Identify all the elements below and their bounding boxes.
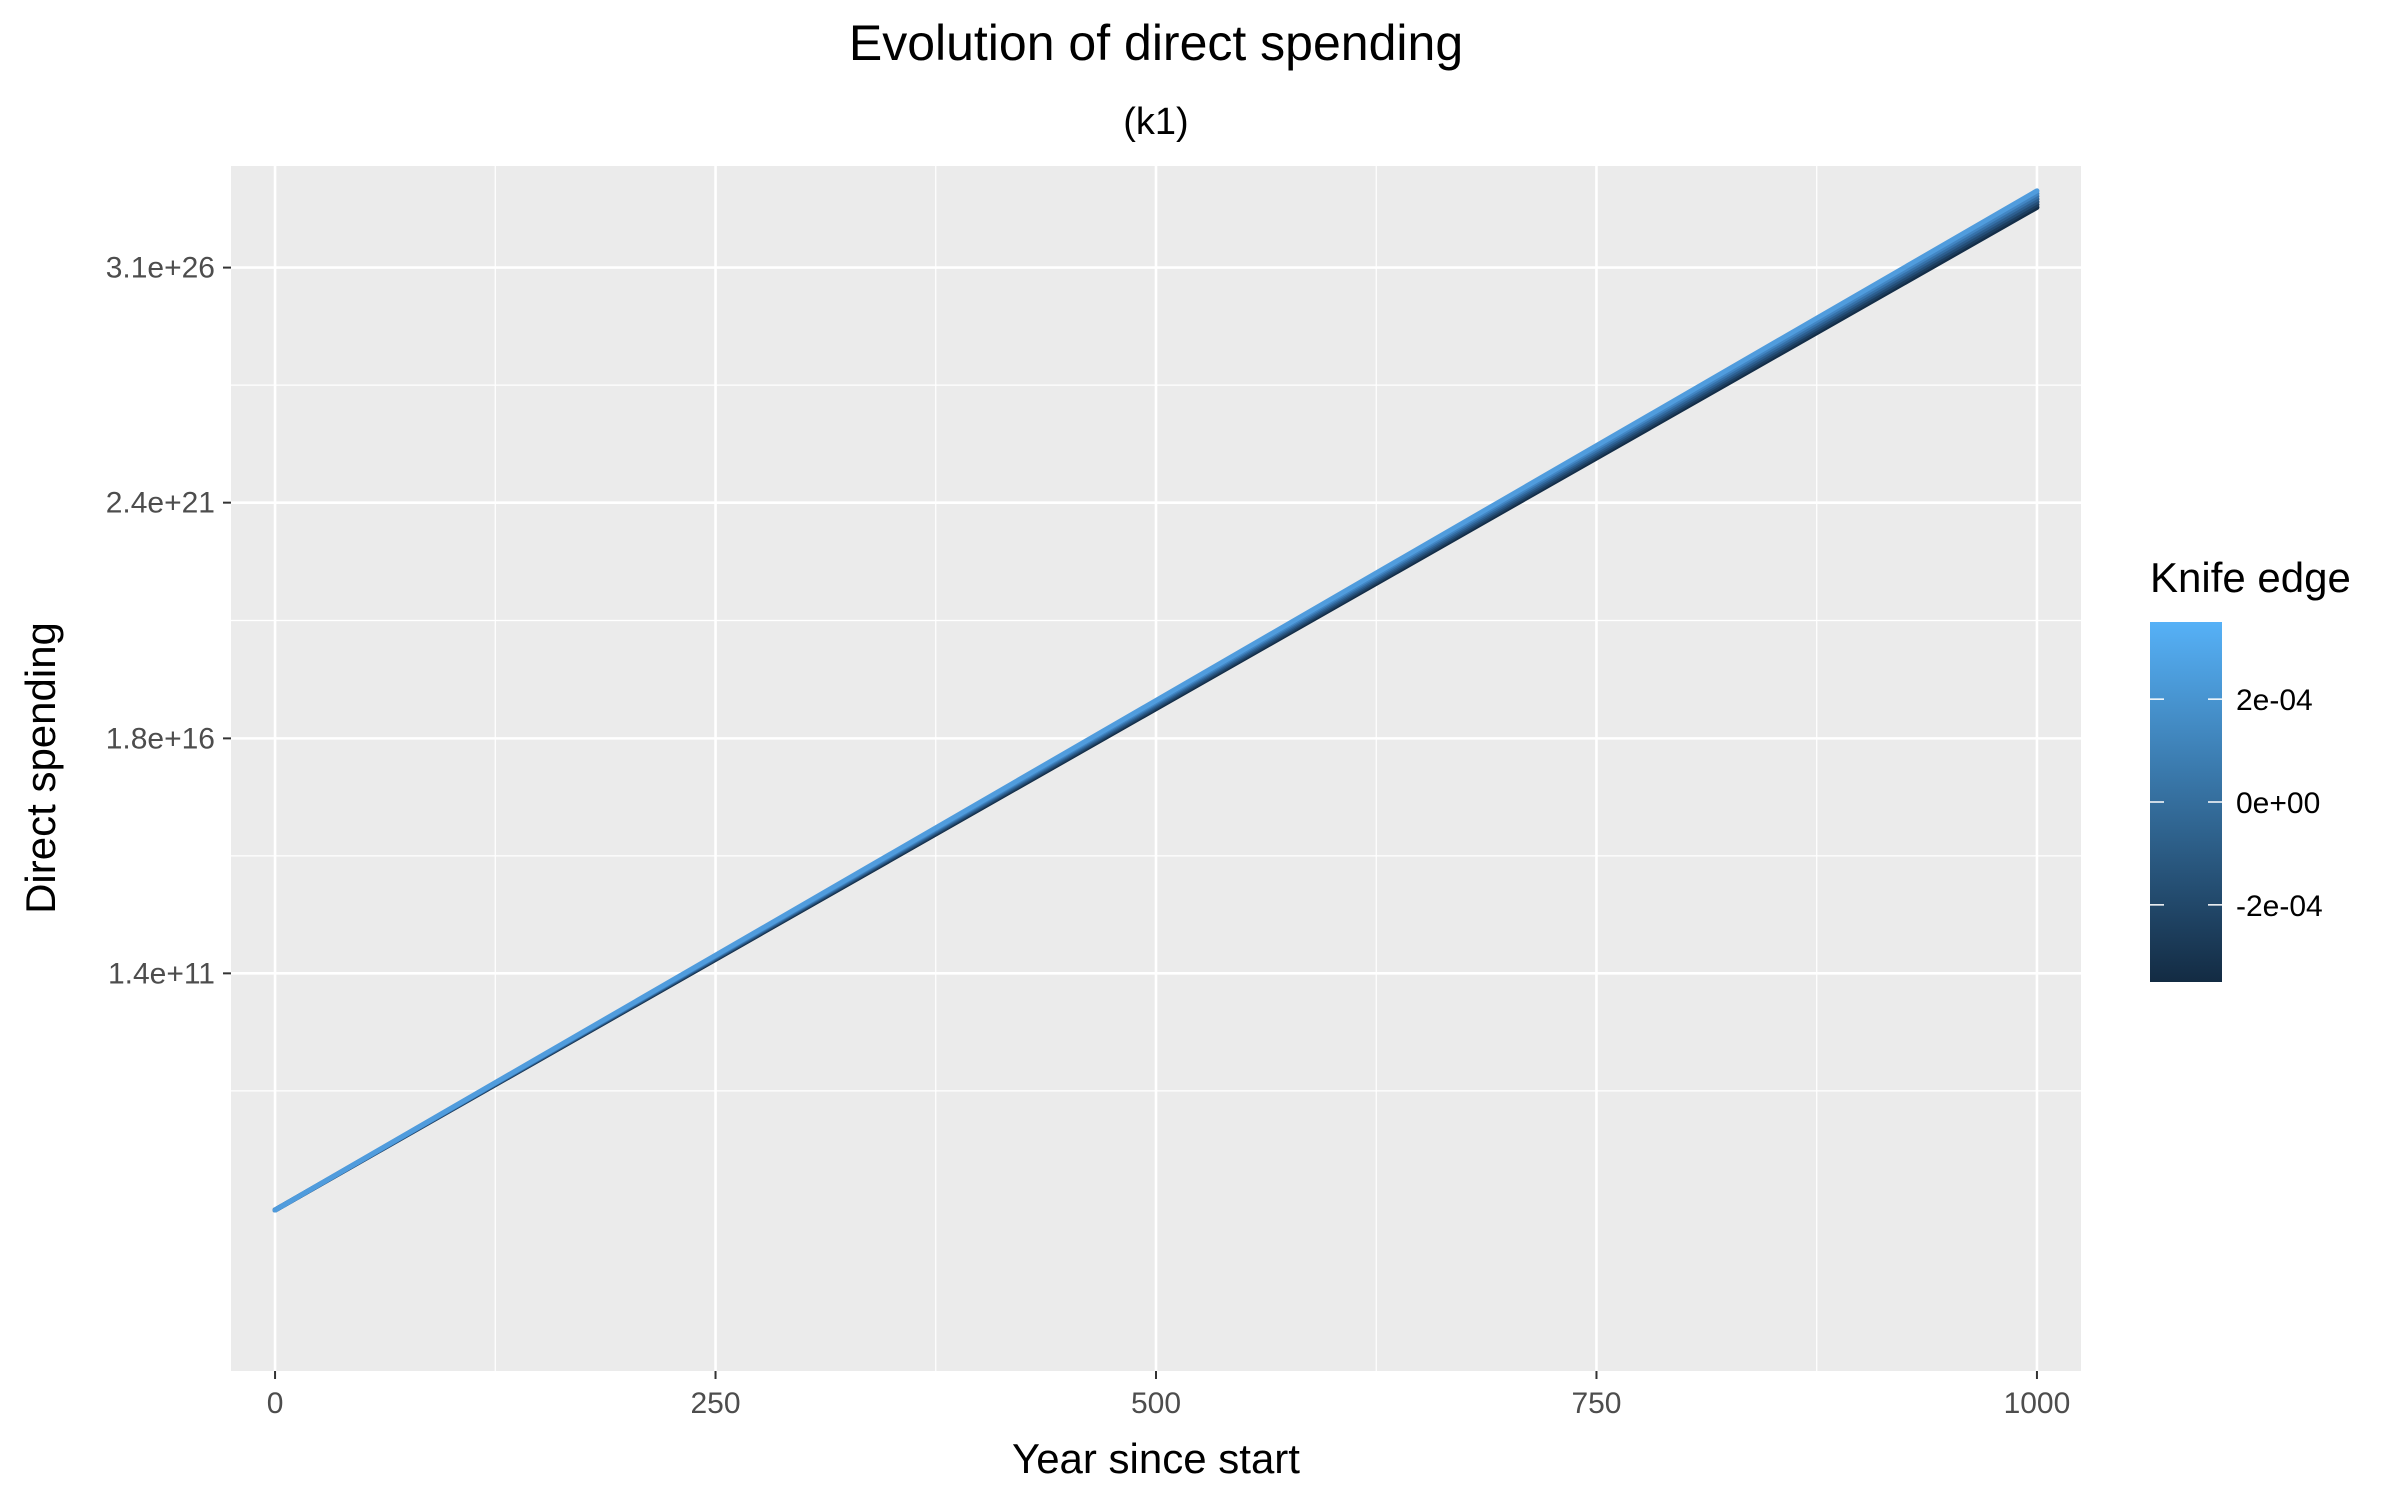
series-lines [272,188,2040,1213]
x-tick-label: 250 [690,1387,740,1420]
legend-tick-label: 0e+00 [2236,787,2320,820]
x-tick-label: 500 [1131,1387,1181,1420]
chart-title: Evolution of direct spending [849,15,1463,71]
x-axis: 0 250 500 750 1000 [267,1371,2071,1420]
y-tick-label: 1.8e+16 [106,722,215,755]
x-axis-label: Year since start [1012,1435,1300,1482]
y-tick-label: 2.4e+21 [106,487,215,520]
x-tick-label: 1000 [2004,1387,2071,1420]
y-axis: 1.4e+11 1.8e+16 2.4e+21 3.1e+26 [106,252,231,990]
legend-tick-label: -2e-04 [2236,890,2323,923]
legend-ticks: 2e-04 0e+00 -2e-04 [2150,684,2323,923]
chart-subtitle: (k1) [1123,101,1188,143]
y-axis-label: Direct spending [17,622,64,914]
series-line [272,188,2040,1213]
y-tick-label: 3.1e+26 [106,252,215,285]
legend-title: Knife edge [2150,554,2351,601]
legend: Knife edge 2e-04 0e+00 -2e-04 [2150,554,2351,982]
y-tick-label: 1.4e+11 [108,957,215,990]
x-tick-label: 0 [267,1387,284,1420]
major-grid [231,166,2081,1371]
legend-tick-label: 2e-04 [2236,684,2313,717]
x-tick-label: 750 [1571,1387,1621,1420]
